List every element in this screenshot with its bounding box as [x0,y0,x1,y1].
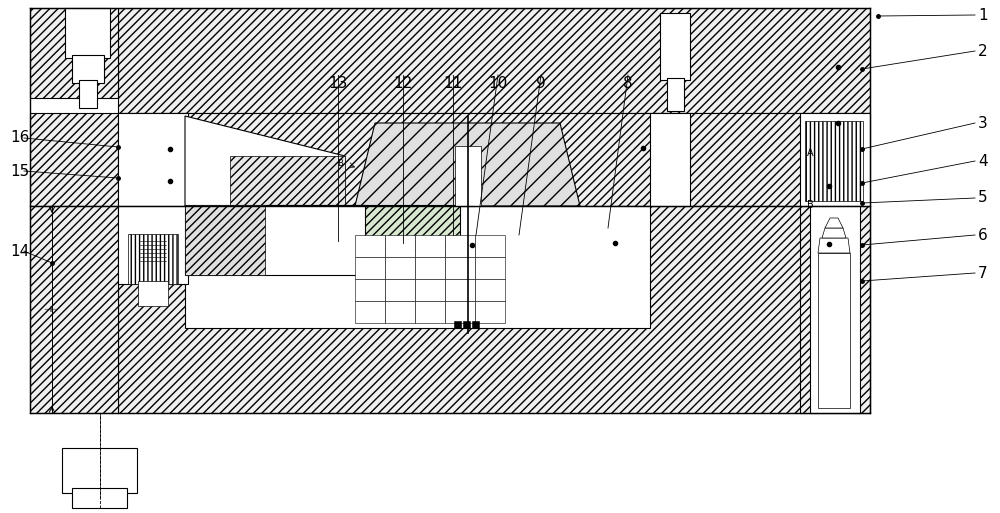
Bar [118,206,188,284]
Bar [415,279,445,301]
Text: 9: 9 [536,75,546,90]
Text: 6: 6 [978,227,988,243]
Bar [475,279,505,301]
Bar [472,321,479,328]
Text: A: A [807,148,814,158]
Bar [810,206,860,413]
Bar [30,206,118,413]
Bar [385,257,415,279]
Text: 2: 2 [978,44,988,58]
Polygon shape [230,156,345,206]
Bar [800,113,870,206]
Text: 7: 7 [978,266,988,281]
Text: 5: 5 [978,190,988,206]
Text: ⊣⊢: ⊣⊢ [43,306,57,314]
Bar [265,205,460,255]
Bar [72,55,104,83]
Polygon shape [818,238,850,253]
Bar [62,448,137,493]
Bar [445,235,475,257]
Text: 16: 16 [10,130,29,146]
Polygon shape [355,123,580,206]
Bar [667,78,684,111]
Bar [65,8,110,58]
Bar [355,301,385,323]
Bar [818,253,850,408]
Bar [463,321,470,328]
Text: 11: 11 [443,75,463,90]
Text: 3: 3 [978,115,988,130]
Text: 1: 1 [978,8,988,23]
Bar [475,235,505,257]
Text: B: B [807,200,814,210]
Text: 15: 15 [10,164,29,179]
Text: B: B [337,159,343,168]
Bar [72,488,127,508]
Bar [355,279,385,301]
Bar [445,257,475,279]
Bar [415,257,445,279]
Text: 12: 12 [393,75,413,90]
Bar [30,113,118,206]
Polygon shape [822,228,846,238]
Text: 4: 4 [978,153,988,168]
Bar [455,146,481,206]
Bar [475,301,505,323]
Text: 14: 14 [10,244,29,259]
Bar [138,281,168,306]
Bar [445,279,475,301]
Text: 13: 13 [328,75,348,90]
Bar [415,301,445,323]
Polygon shape [825,218,843,228]
Bar [79,80,97,108]
Bar [475,257,505,279]
Bar [118,8,870,113]
Bar [185,205,265,275]
Bar [128,234,178,284]
Bar [355,257,385,279]
Bar [118,113,188,206]
Text: 8: 8 [623,75,633,90]
Bar [415,235,445,257]
Bar [185,206,650,328]
Bar [385,235,415,257]
Bar [30,8,118,98]
Bar [118,206,870,413]
Bar [454,321,461,328]
Bar [650,113,690,206]
Bar [800,206,870,413]
Bar [445,301,475,323]
Bar [805,121,863,201]
Bar [185,205,365,275]
Bar [385,301,415,323]
Polygon shape [185,116,345,206]
Bar [385,279,415,301]
Bar [118,113,870,206]
Text: 10: 10 [488,75,508,90]
Bar [355,235,385,257]
Bar [660,13,690,80]
